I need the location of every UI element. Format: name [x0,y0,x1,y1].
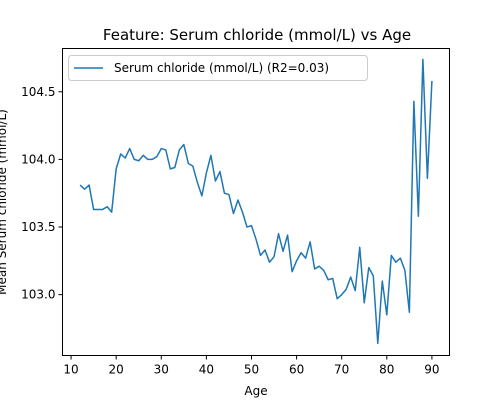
x-tick-label: 70 [334,363,349,377]
y-tick-label: 103.0 [21,288,55,302]
legend-entry-label: Serum chloride (mmol/L) (R2=0.03) [114,61,329,75]
axis-ticks: 10 20 30 40 50 60 70 80 90 103.0 103.5 104.0 104.5 [21,85,439,377]
x-tick-label: 80 [379,363,394,377]
x-tick-label: 90 [424,363,439,377]
axes-frame [62,48,450,356]
series-line [79,58,433,345]
x-tick-label: 10 [63,363,78,377]
x-tick-label: 20 [109,363,124,377]
x-tick-label: 60 [289,363,304,377]
chart-title: Feature: Serum chloride (mmol/L) vs Age [103,26,411,44]
y-tick-label: 104.5 [21,85,55,99]
y-tick-label: 104.0 [21,152,55,166]
x-tick-label: 30 [154,363,169,377]
y-axis-label: Mean Serum chloride (mmol/L) [0,109,9,295]
x-tick-label: 50 [244,363,259,377]
x-axis-label: Age [244,384,267,398]
x-tick-label: 40 [199,363,214,377]
plot-area [79,58,433,345]
y-tick-label: 103.5 [21,220,55,234]
legend: Serum chloride (mmol/L) (R2=0.03) [68,55,368,81]
legend-box [68,55,368,81]
